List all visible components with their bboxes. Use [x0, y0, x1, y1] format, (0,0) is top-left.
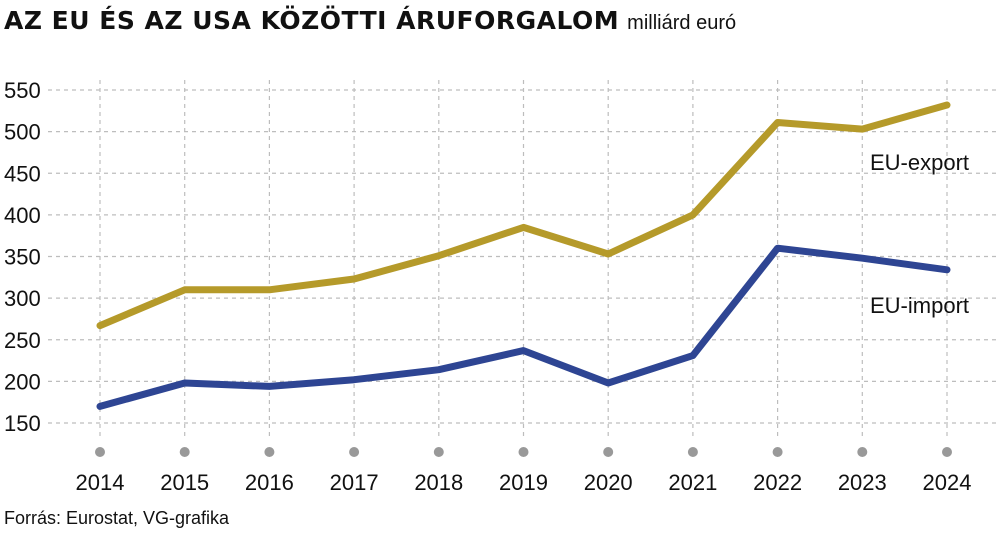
x-tick-label: 2023: [838, 470, 887, 495]
series-label-eu-export: EU-export: [870, 150, 969, 175]
x-tick-label: 2016: [245, 470, 294, 495]
x-tick-marker: [179, 447, 190, 457]
series-layer: [96, 101, 951, 410]
y-tick-label: 300: [4, 286, 41, 311]
series-label-eu-import: EU-import: [870, 293, 969, 318]
chart-title: AZ EU ÉS AZ USA KÖZÖTTI ÁRUFORGALOM milli…: [4, 6, 736, 46]
source-note: Forrás: Eurostat, VG-grafika: [4, 508, 230, 528]
x-tick-label: 2021: [668, 470, 717, 495]
x-tick-marker: [349, 447, 360, 457]
y-axis: 150 200 250 300 350 400 450 500 550: [4, 78, 41, 436]
x-axis: 2014 2015 2016 2017 2018 2019 2020 2021 2022 2023…: [76, 447, 972, 495]
x-tick-label: 2015: [160, 470, 209, 495]
x-tick-marker: [942, 447, 952, 457]
series-line-eu-import: [96, 244, 951, 410]
y-tick-label: 550: [4, 78, 41, 103]
x-tick-label: 2024: [923, 470, 972, 495]
x-tick-label: 2017: [330, 470, 379, 495]
x-tick-marker: [687, 447, 698, 457]
y-tick-label: 250: [4, 328, 41, 353]
y-tick-label: 150: [4, 411, 41, 436]
y-tick-label: 350: [4, 245, 41, 270]
y-tick-label: 500: [4, 120, 41, 145]
chart-unit: milliárd euró: [627, 12, 737, 34]
x-tick-marker: [95, 447, 105, 457]
x-tick-marker: [772, 447, 783, 457]
x-tick-marker: [857, 447, 868, 457]
y-tick-label: 200: [4, 369, 41, 394]
y-tick-label: 400: [4, 203, 41, 228]
x-tick-label: 2020: [584, 470, 633, 495]
x-tick-marker: [433, 447, 444, 457]
x-tick-marker: [264, 447, 275, 457]
y-tick-label: 450: [4, 161, 41, 186]
x-tick-label: 2014: [76, 470, 125, 495]
x-tick-marker: [603, 447, 614, 457]
x-tick-label: 2022: [753, 470, 802, 495]
grid-layer: [48, 80, 998, 438]
chart-title-text: AZ EU ÉS AZ USA KÖZÖTTI ÁRUFORGALOM: [4, 6, 620, 35]
x-tick-label: 2019: [499, 470, 548, 495]
series-labels: EU-export EU-import: [870, 150, 969, 318]
x-tick-label: 2018: [414, 470, 463, 495]
x-tick-marker: [518, 447, 529, 457]
series-line-eu-export: [96, 101, 951, 330]
